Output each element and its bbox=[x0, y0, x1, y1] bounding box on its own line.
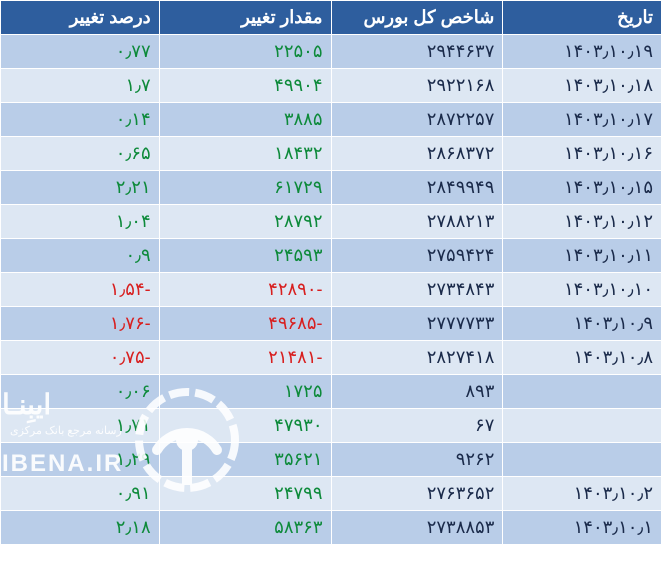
cell-index: ۲۷۳۸۸۵۳ bbox=[331, 511, 503, 545]
col-change: مقدار تغییر bbox=[159, 1, 331, 35]
col-pct: درصد تغییر bbox=[1, 1, 160, 35]
cell-date: ۱۴۰۳٫۱۰٫۱۷ bbox=[503, 103, 662, 137]
cell-index: ۲۷۵۹۴۲۴ bbox=[331, 239, 503, 273]
cell-pct: ۱٫۰۴ bbox=[1, 205, 160, 239]
table-row: ۱۴۰۳٫۱۰٫۱۷۲۸۷۲۲۵۷۳۸۸۵۰٫۱۴ bbox=[1, 103, 662, 137]
cell-change: ۴۷۹۳۰ bbox=[159, 409, 331, 443]
cell-pct: ۰٫۰۶ bbox=[1, 375, 160, 409]
cell-date: ۱۴۰۳٫۱۰٫۱۶ bbox=[503, 137, 662, 171]
cell-date: ۱۴۰۳٫۱۰٫۱۰ bbox=[503, 273, 662, 307]
cell-pct: ۲٫۲۱ bbox=[1, 171, 160, 205]
table-row: ۶۷۴۷۹۳۰۱٫۷۱ bbox=[1, 409, 662, 443]
cell-date: ۱۴۰۳٫۱۰٫۸ bbox=[503, 341, 662, 375]
cell-date: ۱۴۰۳٫۱۰٫۹ bbox=[503, 307, 662, 341]
table-row: ۸۹۳۱۷۲۵۰٫۰۶ bbox=[1, 375, 662, 409]
cell-change: ۱۸۴۳۲ bbox=[159, 137, 331, 171]
cell-change: ۶۱۷۲۹ bbox=[159, 171, 331, 205]
cell-change: ۳۵۶۲۱ bbox=[159, 443, 331, 477]
table-row: ۱۴۰۳٫۱۰٫۱۵۲۸۴۹۹۴۹۶۱۷۲۹۲٫۲۱ bbox=[1, 171, 662, 205]
cell-change: ۳۸۸۵ bbox=[159, 103, 331, 137]
cell-pct: ۰٫۹۱ bbox=[1, 477, 160, 511]
cell-change: ۲۴۵۹۳ bbox=[159, 239, 331, 273]
cell-pct: ۰٫۹ bbox=[1, 239, 160, 273]
cell-change: -۴۹۶۸۵ bbox=[159, 307, 331, 341]
cell-date bbox=[503, 443, 662, 477]
table-row: ۱۴۰۳٫۱۰٫۱۱۲۷۵۹۴۲۴۲۴۵۹۳۰٫۹ bbox=[1, 239, 662, 273]
cell-index: ۲۷۶۳۶۵۲ bbox=[331, 477, 503, 511]
cell-index: ۲۸۴۹۹۴۹ bbox=[331, 171, 503, 205]
cell-change: ۵۸۳۶۳ bbox=[159, 511, 331, 545]
cell-index: ۲۸۲۷۴۱۸ bbox=[331, 341, 503, 375]
cell-change: ۱۷۲۵ bbox=[159, 375, 331, 409]
cell-change: -۴۲۸۹۰ bbox=[159, 273, 331, 307]
cell-index: ۲۸۷۲۲۵۷ bbox=[331, 103, 503, 137]
table-row: ۱۴۰۳٫۱۰٫۸۲۸۲۷۴۱۸-۲۱۴۸۱-۰٫۷۵ bbox=[1, 341, 662, 375]
cell-date: ۱۴۰۳٫۱۰٫۲ bbox=[503, 477, 662, 511]
cell-change: ۲۴۷۹۹ bbox=[159, 477, 331, 511]
cell-change: -۲۱۴۸۱ bbox=[159, 341, 331, 375]
cell-date: ۱۴۰۳٫۱۰٫۱ bbox=[503, 511, 662, 545]
table-row: ۹۲۶۲۳۵۶۲۱۱٫۲۹ bbox=[1, 443, 662, 477]
cell-change: ۴۹۹۰۴ bbox=[159, 69, 331, 103]
col-index: شاخص کل بورس bbox=[331, 1, 503, 35]
cell-date: ۱۴۰۳٫۱۰٫۱۵ bbox=[503, 171, 662, 205]
table-row: ۱۴۰۳٫۱۰٫۱۸۲۹۲۲۱۶۸۴۹۹۰۴۱٫۷ bbox=[1, 69, 662, 103]
table-header-row: تاریخ شاخص کل بورس مقدار تغییر درصد تغیی… bbox=[1, 1, 662, 35]
cell-pct: -۱٫۷۶ bbox=[1, 307, 160, 341]
cell-index: ۲۷۸۸۲۱۳ bbox=[331, 205, 503, 239]
cell-date: ۱۴۰۳٫۱۰٫۱۱ bbox=[503, 239, 662, 273]
cell-index: ۲۹۴۴۶۳۷ bbox=[331, 35, 503, 69]
cell-date bbox=[503, 409, 662, 443]
cell-pct: ۰٫۱۴ bbox=[1, 103, 160, 137]
cell-date: ۱۴۰۳٫۱۰٫۱۲ bbox=[503, 205, 662, 239]
cell-date bbox=[503, 375, 662, 409]
cell-pct: -۱٫۵۴ bbox=[1, 273, 160, 307]
stock-index-table: تاریخ شاخص کل بورس مقدار تغییر درصد تغیی… bbox=[0, 0, 662, 545]
col-date: تاریخ bbox=[503, 1, 662, 35]
cell-pct: ۰٫۶۵ bbox=[1, 137, 160, 171]
cell-index: ۶۷ bbox=[331, 409, 503, 443]
cell-index: ۹۲۶۲ bbox=[331, 443, 503, 477]
table-row: ۱۴۰۳٫۱۰٫۱۶۲۸۶۸۳۷۲۱۸۴۳۲۰٫۶۵ bbox=[1, 137, 662, 171]
cell-date: ۱۴۰۳٫۱۰٫۱۸ bbox=[503, 69, 662, 103]
cell-pct: -۰٫۷۵ bbox=[1, 341, 160, 375]
cell-change: ۲۲۵۰۵ bbox=[159, 35, 331, 69]
table-row: ۱۴۰۳٫۱۰٫۲۲۷۶۳۶۵۲۲۴۷۹۹۰٫۹۱ bbox=[1, 477, 662, 511]
table-row: ۱۴۰۳٫۱۰٫۱۲۷۳۸۸۵۳۵۸۳۶۳۲٫۱۸ bbox=[1, 511, 662, 545]
cell-change: ۲۸۷۹۲ bbox=[159, 205, 331, 239]
cell-date: ۱۴۰۳٫۱۰٫۱۹ bbox=[503, 35, 662, 69]
cell-pct: ۱٫۷۱ bbox=[1, 409, 160, 443]
table-row: ۱۴۰۳٫۱۰٫۱۹۲۹۴۴۶۳۷۲۲۵۰۵۰٫۷۷ bbox=[1, 35, 662, 69]
cell-index: ۲۷۳۴۸۴۳ bbox=[331, 273, 503, 307]
table-row: ۱۴۰۳٫۱۰٫۹۲۷۷۷۷۳۳-۴۹۶۸۵-۱٫۷۶ bbox=[1, 307, 662, 341]
table-row: ۱۴۰۳٫۱۰٫۱۰۲۷۳۴۸۴۳-۴۲۸۹۰-۱٫۵۴ bbox=[1, 273, 662, 307]
table-row: ۱۴۰۳٫۱۰٫۱۲۲۷۸۸۲۱۳۲۸۷۹۲۱٫۰۴ bbox=[1, 205, 662, 239]
cell-pct: ۱٫۲۹ bbox=[1, 443, 160, 477]
cell-index: ۲۷۷۷۷۳۳ bbox=[331, 307, 503, 341]
cell-pct: ۲٫۱۸ bbox=[1, 511, 160, 545]
cell-index: ۲۸۶۸۳۷۲ bbox=[331, 137, 503, 171]
cell-pct: ۱٫۷ bbox=[1, 69, 160, 103]
cell-index: ۸۹۳ bbox=[331, 375, 503, 409]
cell-index: ۲۹۲۲۱۶۸ bbox=[331, 69, 503, 103]
cell-pct: ۰٫۷۷ bbox=[1, 35, 160, 69]
